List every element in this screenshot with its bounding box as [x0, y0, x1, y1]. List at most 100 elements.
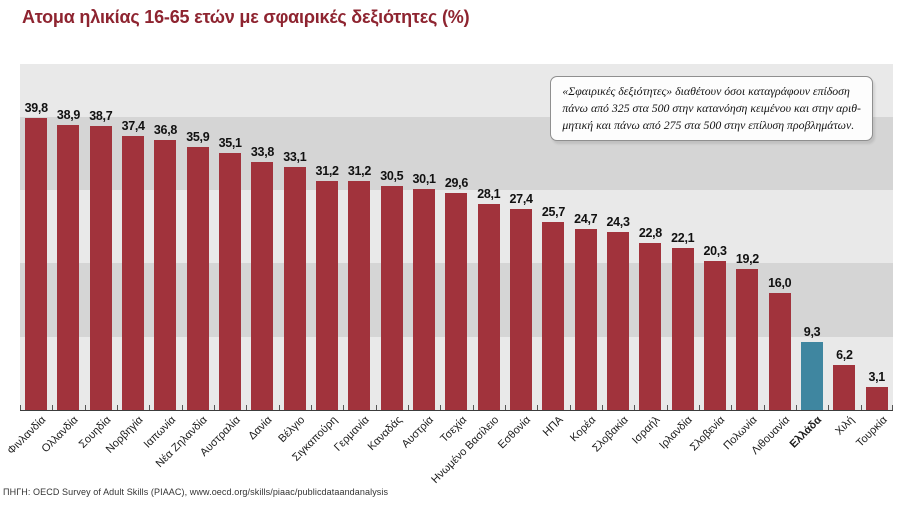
value-label: 16,0 [768, 275, 792, 290]
bar [219, 152, 242, 410]
bar [639, 242, 662, 410]
category-label: Γερμανία [332, 414, 372, 454]
bar-slot: 37,4 [117, 64, 149, 410]
bar [510, 209, 533, 410]
bar-slot: 22,8 [634, 64, 666, 410]
axis-tick [84, 405, 86, 410]
bar-slot: 9,3 [796, 64, 828, 410]
bar-slot: 30,5 [376, 64, 408, 410]
bar-series: 39,8 38,9 38,7 37,4 36,8 35,9 35,1 33,8 33,1 31,2… [20, 64, 893, 410]
value-label: 24,3 [606, 214, 630, 229]
annotation-line: μητική και πάνω από 275 στα 500 στην επί… [562, 117, 855, 132]
bar-slot: 19,2 [731, 64, 763, 410]
category-label: Αυστρία [400, 414, 437, 451]
category-label: Σλοβακία [590, 414, 631, 455]
value-label: 33,1 [283, 150, 307, 165]
axis-tick [149, 405, 151, 410]
axis-tick [634, 405, 636, 410]
axis-tick [537, 405, 539, 410]
category-label: Ελλάδα [788, 414, 825, 451]
axis-tick [181, 405, 183, 410]
bar-slot: 35,1 [214, 64, 246, 410]
value-label: 22,1 [671, 231, 695, 245]
value-label: 35,9 [186, 129, 210, 144]
axis-tick [440, 405, 442, 410]
axis-tick [52, 405, 54, 410]
category-label: Τσεχία [437, 414, 469, 445]
value-label: 29,6 [444, 176, 468, 191]
bar-slot: 28,1 [473, 64, 505, 410]
category-label: Πολωνία [721, 414, 760, 453]
category-label: Χιλή [833, 414, 857, 438]
axis-tick [505, 405, 506, 410]
axis-tick [699, 405, 700, 410]
axis-tick [472, 405, 474, 410]
bar [283, 167, 306, 410]
bar-slot: 33,8 [246, 64, 278, 410]
bar-slot: 39,8 [20, 64, 52, 410]
value-label: 19,2 [735, 252, 759, 267]
annotation-box: «Σφαιρικές δεξιότητες» διαθέτουν όσοι κα… [550, 76, 873, 142]
bar-slot: 16,0 [764, 64, 796, 410]
bar [445, 193, 468, 410]
bar-slot: 38,9 [52, 64, 84, 410]
bar-slot: 29,6 [440, 64, 472, 410]
bar-slot: 6,2 [828, 64, 860, 410]
value-label: 27,4 [509, 192, 533, 207]
bar [89, 126, 112, 410]
axis-tick [892, 405, 893, 410]
bar [122, 135, 145, 410]
value-label: 39,8 [24, 101, 48, 116]
axis-tick [731, 405, 733, 410]
bar-slot: 33,1 [279, 64, 311, 410]
bar [57, 124, 80, 410]
category-label: Βέλγιο [276, 414, 308, 445]
value-label: 3,1 [868, 370, 885, 385]
bar [736, 269, 759, 410]
category-label: Νέα Ζηλανδία [154, 414, 211, 471]
category-label: Λιθουανία [749, 414, 793, 457]
value-label: 38,9 [56, 107, 81, 122]
bar-slot: 25,7 [537, 64, 569, 410]
axis-tick [569, 405, 571, 410]
axis-tick [214, 405, 215, 410]
category-label: Ηνωμένο Βασίλειο [429, 414, 502, 487]
source-note: ΠΗΓΗ: OECD Survey of Adult Skills (PIAAC… [3, 487, 389, 497]
axis-tick [311, 405, 312, 410]
value-label: 33,8 [250, 145, 275, 160]
axis-tick [860, 405, 862, 410]
bar [542, 221, 565, 410]
value-label: 9,3 [803, 324, 821, 339]
value-label: 37,4 [121, 118, 145, 133]
axis-tick [20, 405, 21, 410]
bar [768, 292, 791, 410]
category-label: Κορέα [567, 414, 599, 445]
bar [833, 364, 856, 410]
value-label: 30,5 [380, 169, 404, 184]
bar-slot: 27,4 [505, 64, 537, 410]
axis-tick [666, 405, 668, 410]
axis-tick [375, 405, 377, 410]
bar [154, 140, 177, 410]
bar-slot: 22,1 [667, 64, 699, 410]
axis-tick [246, 405, 248, 410]
axis-tick [408, 405, 409, 410]
category-label: Εσθονία [496, 414, 534, 452]
value-label: 38,7 [89, 109, 113, 124]
value-label: 30,1 [412, 172, 436, 187]
bar [704, 261, 727, 410]
bar [380, 186, 403, 410]
category-label: Νορβηγία [103, 414, 146, 456]
value-label: 35,1 [218, 135, 242, 150]
axis-tick [763, 405, 765, 410]
bar-slot: 20,3 [699, 64, 731, 410]
axis-tick [796, 405, 797, 410]
bar [251, 162, 274, 410]
category-label: Ιαπωνία [141, 414, 178, 451]
axis-tick [278, 405, 280, 410]
category-label: Φινλανδία [5, 414, 49, 458]
category-label: Ολλανδία [39, 414, 81, 456]
value-label: 22,8 [638, 225, 662, 240]
value-label: 36,8 [153, 123, 178, 138]
